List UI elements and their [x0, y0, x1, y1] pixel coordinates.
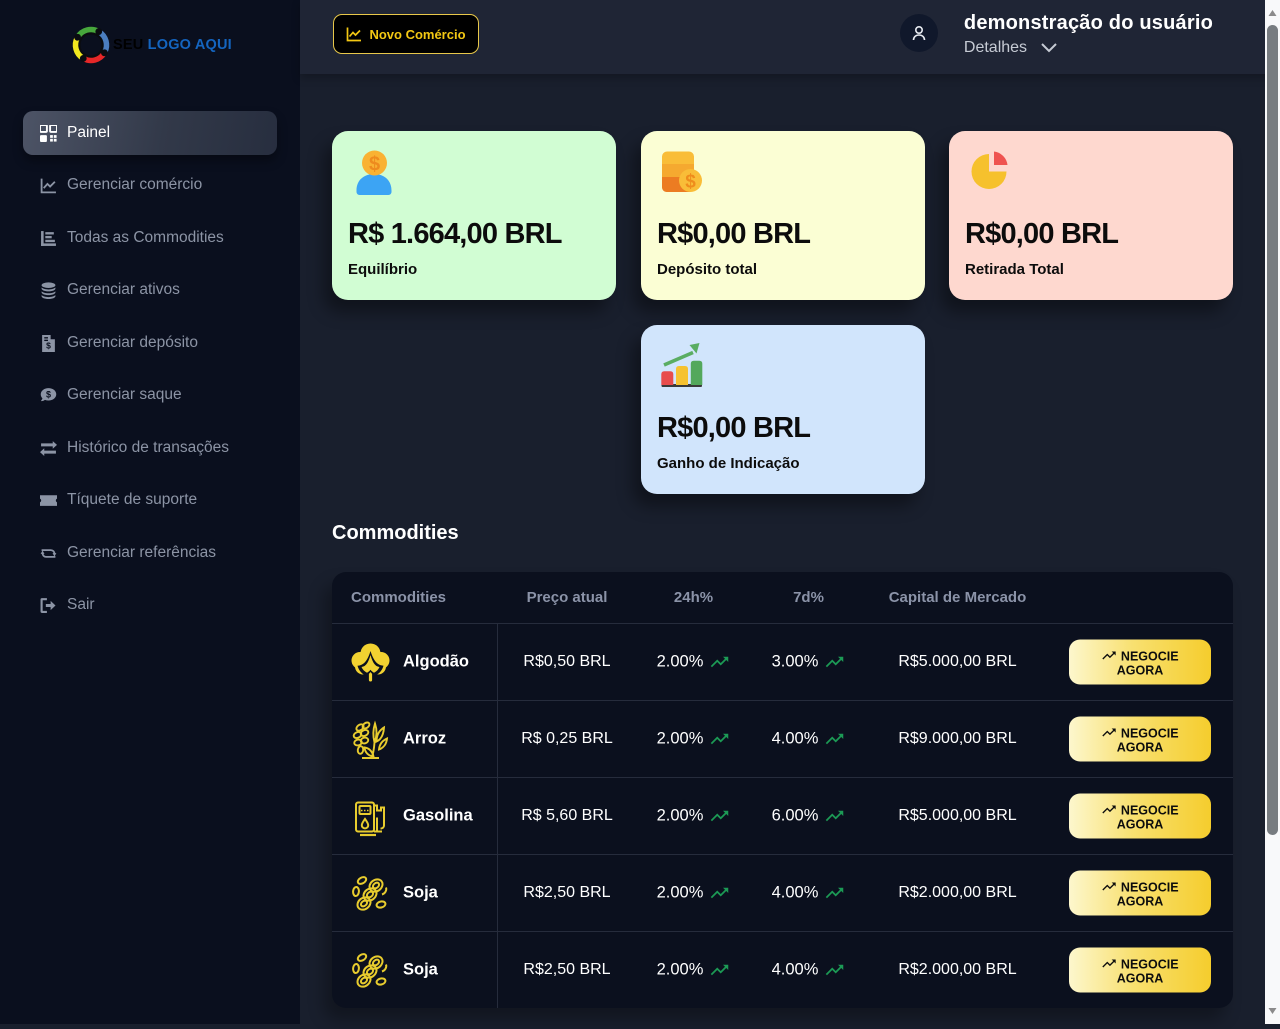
svg-text:$: $	[369, 154, 380, 176]
svg-text:$: $	[46, 389, 51, 399]
svg-text:$: $	[685, 172, 696, 193]
svg-text:$: $	[46, 340, 51, 350]
